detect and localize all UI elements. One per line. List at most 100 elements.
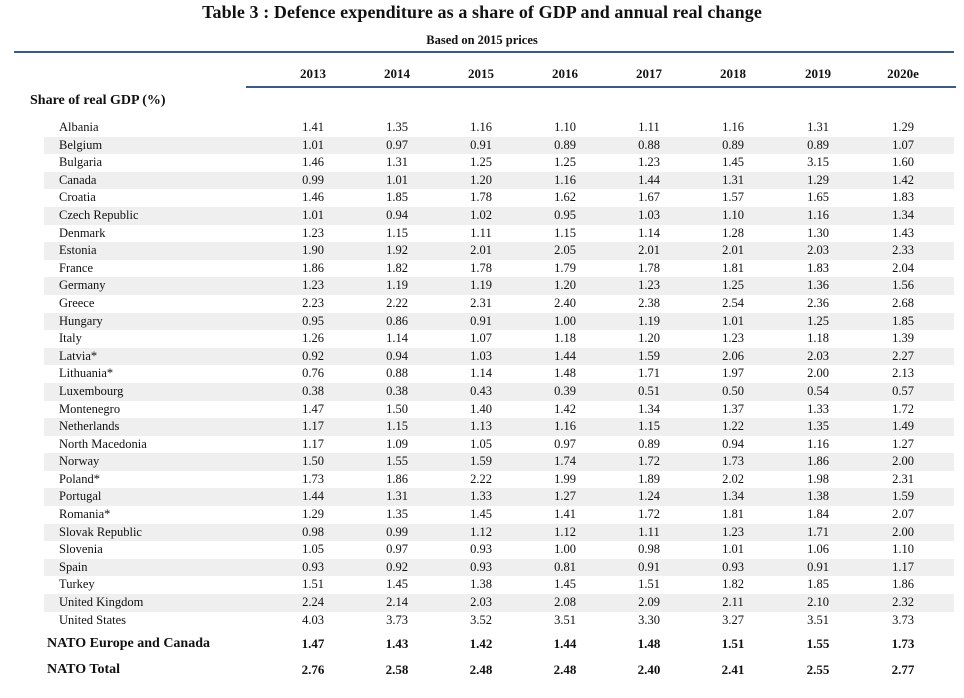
value-cell: 1.01 <box>722 313 744 328</box>
value-cell: 1.44 <box>638 172 660 187</box>
value-cell: 2.23 <box>302 295 324 310</box>
value-cell: 3.30 <box>638 612 660 627</box>
value-cell: 1.19 <box>386 278 408 293</box>
value-cell: 4.03 <box>302 612 324 627</box>
value-cell: 3.51 <box>554 612 576 627</box>
value-cell: 1.81 <box>722 507 744 522</box>
row-shade <box>44 523 954 542</box>
value-cell: 1.98 <box>807 471 829 486</box>
value-cell: 2.68 <box>892 295 914 310</box>
value-cell: 1.41 <box>554 507 576 522</box>
table-row: Portugal 1.44 1.31 1.33 1.27 1.24 1.34 1.38 1.59 <box>0 488 964 507</box>
value-cell: 2.05 <box>554 243 576 258</box>
value-cell: 3.73 <box>386 612 408 627</box>
row-shade <box>44 136 954 155</box>
value-cell: 0.91 <box>470 313 492 328</box>
table-row: Croatia 1.46 1.85 1.78 1.62 1.67 1.57 1.65 1.83 <box>0 189 964 207</box>
value-cell: 2.24 <box>302 595 324 610</box>
value-cell: 1.19 <box>470 278 492 293</box>
value-cell: 1.26 <box>302 331 324 346</box>
value-cell: 1.97 <box>722 366 744 381</box>
value-cell: 2.09 <box>638 595 660 610</box>
value-cell: 1.57 <box>722 190 744 205</box>
value-cell: 1.45 <box>722 155 744 170</box>
value-cell: 1.23 <box>638 278 660 293</box>
value-cell: 1.81 <box>722 260 744 275</box>
table-row: Netherlands 1.17 1.15 1.13 1.16 1.15 1.22 1.35 1… <box>0 418 964 436</box>
value-cell: 1.19 <box>638 313 660 328</box>
value-cell: 2.01 <box>722 243 744 258</box>
total-label: NATO Europe and Canada <box>47 636 210 651</box>
value-cell: 1.46 <box>302 155 324 170</box>
value-cell: 1.25 <box>722 278 744 293</box>
value-cell: 1.34 <box>722 489 744 504</box>
year-header: 2018 <box>720 66 746 81</box>
value-cell: 1.25 <box>470 155 492 170</box>
table-row: Estonia 1.90 1.92 2.01 2.05 2.01 2.01 2.03 2.33 <box>0 242 964 260</box>
value-cell: 1.35 <box>386 120 408 134</box>
country-name: Denmark <box>59 225 106 240</box>
value-cell: 1.85 <box>386 190 408 205</box>
value-cell: 3.52 <box>470 612 492 627</box>
value-cell: 0.38 <box>386 383 408 398</box>
value-cell: 1.12 <box>470 524 492 539</box>
value-cell: 2.11 <box>722 595 744 610</box>
value-cell: 1.90 <box>302 243 324 258</box>
value-cell: 2.41 <box>721 662 745 677</box>
value-cell: 1.16 <box>554 419 576 434</box>
value-cell: 1.71 <box>807 524 829 539</box>
value-cell: 1.40 <box>470 401 492 416</box>
value-cell: 1.20 <box>638 331 660 346</box>
table-row: Canada 0.99 1.01 1.20 1.16 1.44 1.31 1.29 1.42 <box>0 171 964 190</box>
table-row: Poland* 1.73 1.86 2.22 1.99 1.89 2.02 1.98 2.31 <box>0 471 964 489</box>
value-cell: 1.51 <box>638 577 660 592</box>
value-cell: 1.72 <box>892 401 914 416</box>
value-cell: 1.23 <box>722 331 744 346</box>
table-row: Czech Republic 1.01 0.94 1.02 0.95 1.03 1.10 1.… <box>0 206 964 225</box>
table-row: Romania* 1.29 1.35 1.45 1.41 1.72 1.81 1.84 2.07 <box>0 506 964 524</box>
value-cell: 1.16 <box>807 436 829 451</box>
table-row: Norway 1.50 1.55 1.59 1.74 1.72 1.73 1.86 2.00 <box>0 453 964 471</box>
value-cell: 0.86 <box>386 313 408 328</box>
value-cell: 1.37 <box>722 401 744 416</box>
country-name: Canada <box>59 172 97 187</box>
value-cell: 2.08 <box>554 595 576 610</box>
value-cell: 1.85 <box>807 577 829 592</box>
value-cell: 1.29 <box>892 120 914 134</box>
value-cell: 1.36 <box>807 278 829 293</box>
value-cell: 3.27 <box>722 612 744 627</box>
value-cell: 1.43 <box>385 636 409 651</box>
table-row: United States 4.03 3.73 3.52 3.51 3.30 3.27 3.5… <box>0 612 964 630</box>
value-cell: 1.25 <box>807 313 829 328</box>
country-name: Netherlands <box>59 419 120 434</box>
value-cell: 1.45 <box>386 577 408 592</box>
value-cell: 1.60 <box>892 155 914 170</box>
header-rule <box>246 86 956 88</box>
value-cell: 1.03 <box>470 348 492 363</box>
value-cell: 1.01 <box>302 207 324 222</box>
table-row: Germany 1.23 1.19 1.19 1.20 1.23 1.25 1.36 1.56 <box>0 277 964 295</box>
value-cell: 1.11 <box>638 120 660 134</box>
value-cell: 1.79 <box>554 260 576 275</box>
value-cell: 1.99 <box>554 471 576 486</box>
value-cell: 0.89 <box>807 137 829 152</box>
country-name: United States <box>59 612 127 627</box>
value-cell: 0.89 <box>638 436 660 451</box>
year-header: 2015 <box>468 66 494 81</box>
value-cell: 0.93 <box>302 559 324 574</box>
value-cell: 1.01 <box>722 542 744 557</box>
value-cell: 1.33 <box>470 489 492 504</box>
country-name: Montenegro <box>59 401 121 416</box>
value-cell: 1.14 <box>470 366 492 381</box>
value-cell: 0.43 <box>470 383 492 398</box>
country-name: Belgium <box>59 137 103 152</box>
value-cell: 1.71 <box>638 366 660 381</box>
value-cell: 0.50 <box>722 383 744 398</box>
value-cell: 2.36 <box>807 295 829 310</box>
value-cell: 1.55 <box>806 636 830 651</box>
value-cell: 1.10 <box>892 542 914 557</box>
country-name: Latvia* <box>59 348 98 363</box>
value-cell: 2.48 <box>553 662 577 677</box>
value-cell: 1.47 <box>302 401 324 416</box>
value-cell: 2.22 <box>386 295 408 310</box>
